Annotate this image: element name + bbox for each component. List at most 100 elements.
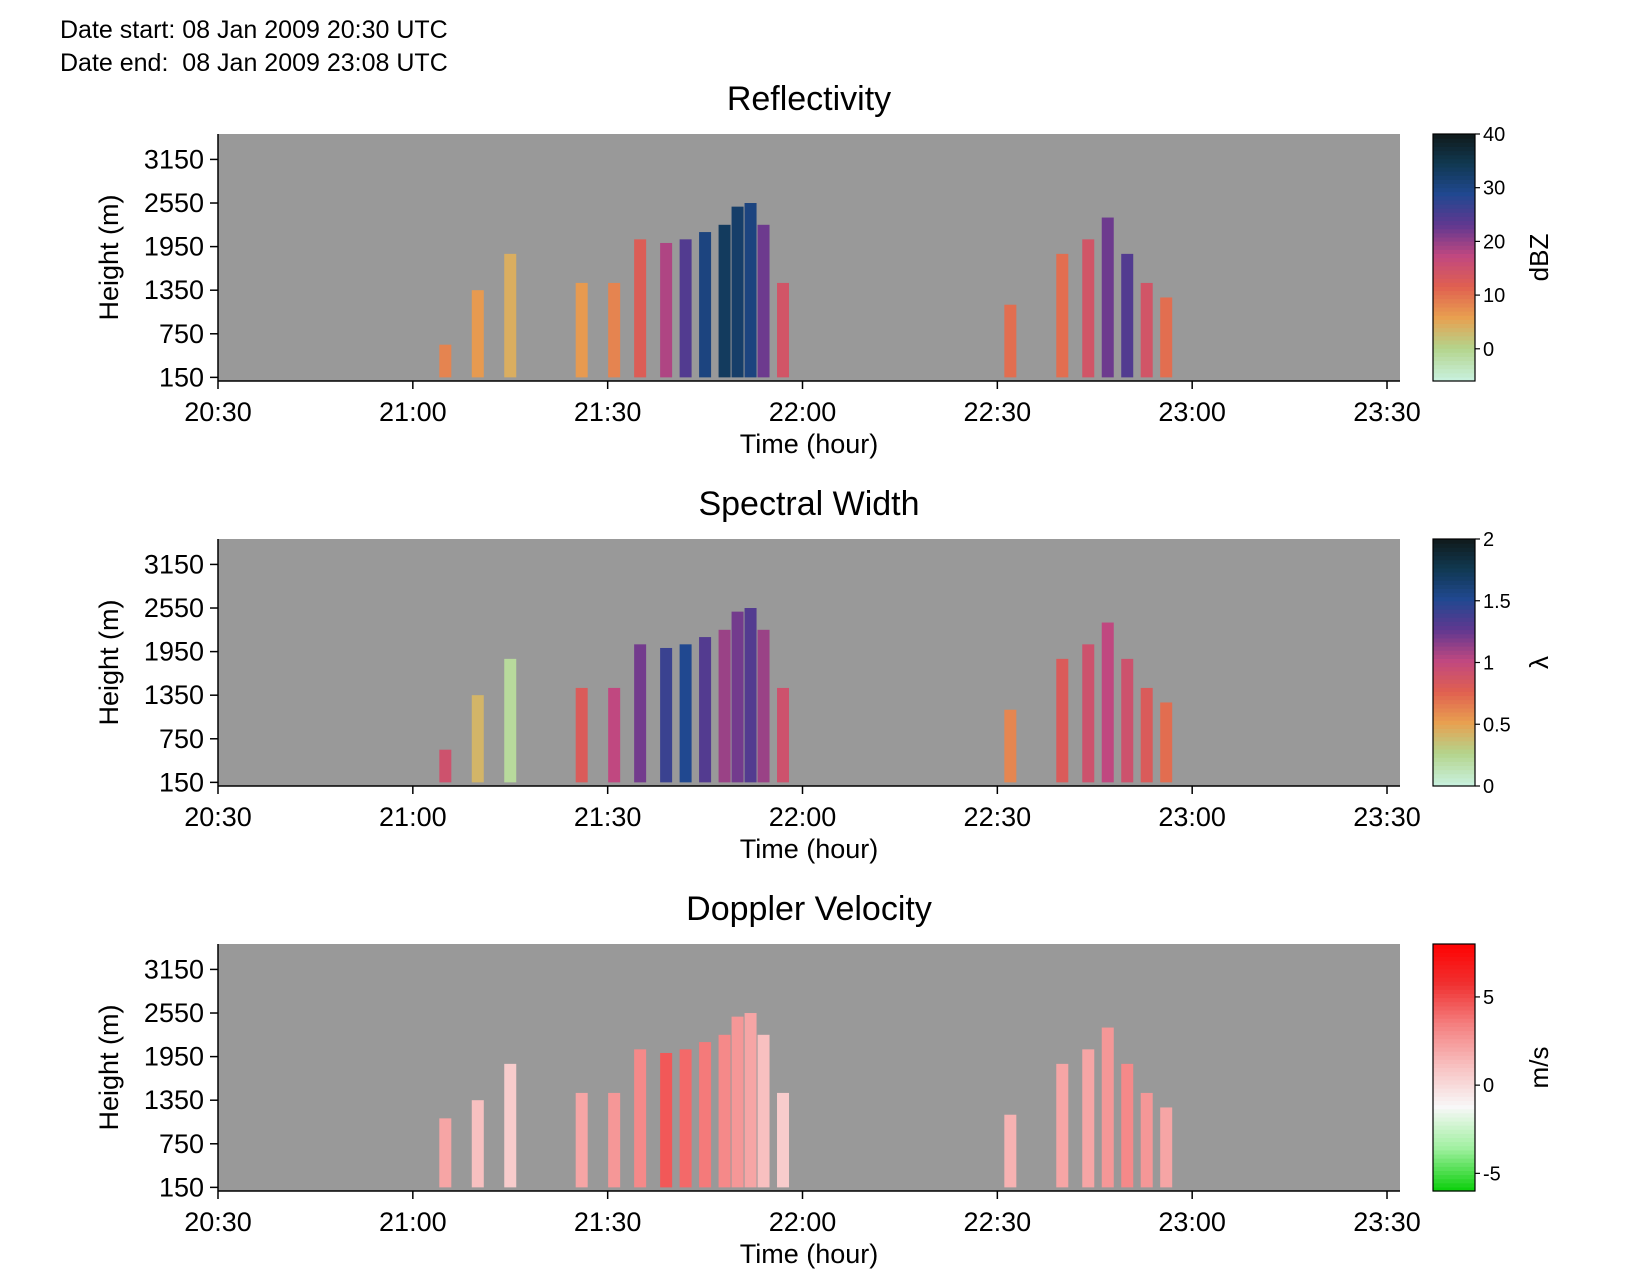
data-cell (757, 224, 770, 378)
x-tick-label: 21:30 (574, 802, 642, 832)
data-cell (575, 1092, 588, 1188)
colorbar-segment (1433, 175, 1475, 180)
x-tick-label: 22:30 (964, 1207, 1032, 1237)
colorbar-segment (1433, 633, 1475, 639)
data-cell (608, 1092, 621, 1188)
data-cell (1140, 1092, 1153, 1188)
colorbar-tick-label: 1.5 (1483, 591, 1511, 613)
data-cell (575, 687, 588, 783)
data-cell (679, 644, 692, 783)
x-tick-label: 22:00 (769, 397, 837, 427)
colorbar-segment (1433, 716, 1475, 721)
colorbar-segment (1433, 777, 1475, 783)
colorbar-segment (1433, 732, 1475, 738)
data-cell (504, 253, 517, 378)
colorbar-label: λ (1524, 656, 1554, 669)
data-cell (1004, 709, 1017, 783)
colorbar-segment (1433, 142, 1475, 147)
colorbar-segment (1433, 364, 1475, 370)
data-cell (471, 695, 484, 783)
colorbar-segment (1433, 311, 1475, 316)
y-tick-label: 750 (159, 1129, 204, 1159)
colorbar-tick-label: 40 (1483, 124, 1505, 146)
colorbar-segment (1433, 216, 1475, 222)
data-cell (744, 203, 757, 378)
data-cell (504, 1063, 517, 1188)
colorbar-segment (1433, 571, 1475, 577)
x-tick-label: 23:30 (1353, 397, 1421, 427)
plot-background (218, 539, 1400, 786)
colorbar-segment (1433, 699, 1475, 705)
colorbar-segment (1433, 1153, 1475, 1159)
colorbar-tick-label: 20 (1483, 231, 1505, 253)
colorbar-frame (1432, 133, 1476, 382)
colorbar-segment (1433, 625, 1475, 631)
data-cell (1160, 297, 1173, 378)
data-cell (1004, 1114, 1017, 1188)
colorbar-segment (1433, 674, 1475, 680)
colorbar-segment (1433, 290, 1475, 296)
colorbar-segment (1433, 1022, 1475, 1027)
data-cell (1121, 1063, 1134, 1188)
colorbar-segment (1433, 1067, 1475, 1073)
y-tick-label: 1950 (144, 637, 204, 667)
colorbar-segment (1433, 294, 1475, 300)
colorbar-segment (1433, 1055, 1475, 1060)
data-cell (634, 239, 647, 378)
data-cell (777, 1092, 790, 1188)
data-cell (1101, 217, 1114, 378)
colorbar-segment (1433, 997, 1475, 1003)
colorbar-segment (1433, 757, 1475, 762)
colorbar-segment (1433, 960, 1475, 966)
data-cell (1082, 239, 1095, 378)
colorbar-segment (1433, 1018, 1475, 1023)
colorbar-segment (1433, 1088, 1475, 1093)
colorbar-segment (1433, 711, 1475, 717)
colorbar-segment (1433, 241, 1475, 246)
colorbar-segment (1433, 249, 1475, 254)
data-cell (1121, 253, 1134, 378)
colorbar-segment (1433, 154, 1475, 160)
colorbar-segment (1433, 1083, 1475, 1089)
data-cell (608, 687, 621, 783)
colorbar-tick-label: 5 (1483, 987, 1494, 1009)
x-tick-label: 23:00 (1158, 1207, 1226, 1237)
colorbar-segment (1433, 1075, 1475, 1081)
colorbar-segment (1433, 1178, 1475, 1184)
panel-1: Reflectivity 20:30 21:00 21:30 22:00 22:30 23:… (94, 80, 1554, 459)
colorbar-segment (1433, 703, 1475, 709)
y-tick-label: 3150 (144, 954, 204, 984)
colorbar-segment (1433, 592, 1475, 598)
colorbar-segment (1433, 1174, 1475, 1180)
colorbar-segment (1433, 744, 1475, 750)
colorbar-segment (1433, 1104, 1475, 1110)
data-cell (777, 282, 790, 378)
colorbar-segment (1433, 282, 1475, 287)
colorbar-segment (1433, 319, 1475, 324)
data-cell (1082, 1049, 1095, 1188)
colorbar-segment (1433, 944, 1475, 949)
data-cell (660, 647, 673, 783)
colorbar-frame (1432, 943, 1476, 1192)
colorbar-tick-label: 1 (1483, 653, 1494, 675)
x-tick-label: 23:00 (1158, 802, 1226, 832)
colorbar-segment (1433, 323, 1475, 329)
y-tick-label: 750 (159, 319, 204, 349)
colorbar-segment (1433, 687, 1475, 692)
colorbar-segment (1433, 1145, 1475, 1151)
colorbar-segment (1433, 662, 1475, 668)
colorbar-segment (1433, 315, 1475, 320)
colorbar-segment (1433, 1079, 1475, 1085)
colorbar-segment (1433, 356, 1475, 362)
colorbar-segment (1433, 1051, 1475, 1056)
colorbar-segment (1433, 372, 1475, 378)
colorbar-segment (1433, 1071, 1475, 1077)
y-tick-label: 2550 (144, 188, 204, 218)
y-axis-label: Height (m) (94, 599, 124, 725)
colorbar-segment (1433, 1129, 1475, 1134)
colorbar-segment (1433, 1100, 1475, 1106)
colorbar-segment (1433, 220, 1475, 226)
y-axis-label: Height (m) (94, 194, 124, 320)
colorbar-segment (1433, 613, 1475, 618)
y-tick-label: 1350 (144, 1085, 204, 1115)
